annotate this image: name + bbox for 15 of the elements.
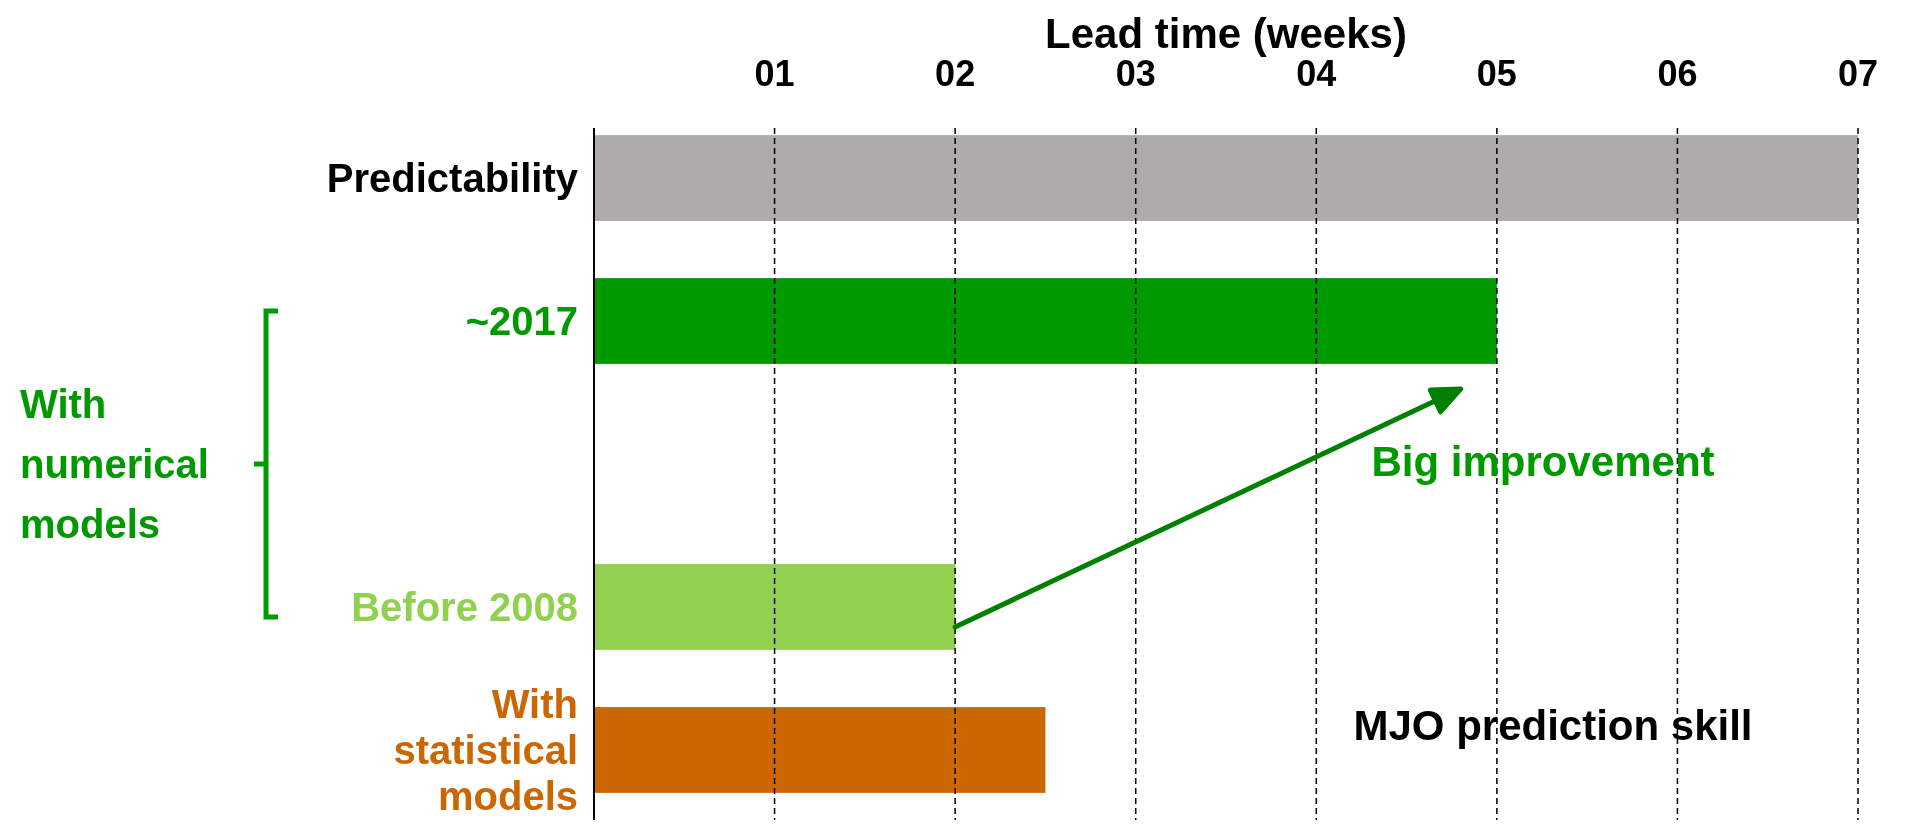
bar — [594, 135, 1858, 221]
y-tick-label: Before 2008 — [351, 584, 578, 629]
annotation: MJO prediction skill — [1353, 701, 1753, 749]
bar — [594, 707, 1046, 793]
x-tick-label: 01 — [754, 53, 795, 94]
x-tick-label: 07 — [1837, 53, 1879, 94]
x-tick-label: 06 — [1657, 53, 1698, 94]
text: With numerical models — [20, 382, 209, 546]
y-tick-label: Predictability — [326, 156, 579, 201]
y-tick-label: ~2017 — [465, 299, 578, 344]
annotation: Big improvement — [1371, 438, 1715, 485]
y-tick-label: With statistical models — [393, 681, 578, 818]
x-tick-label: 02 — [935, 53, 976, 94]
bar — [594, 278, 1497, 364]
x-tick-label: 05 — [1476, 53, 1517, 94]
